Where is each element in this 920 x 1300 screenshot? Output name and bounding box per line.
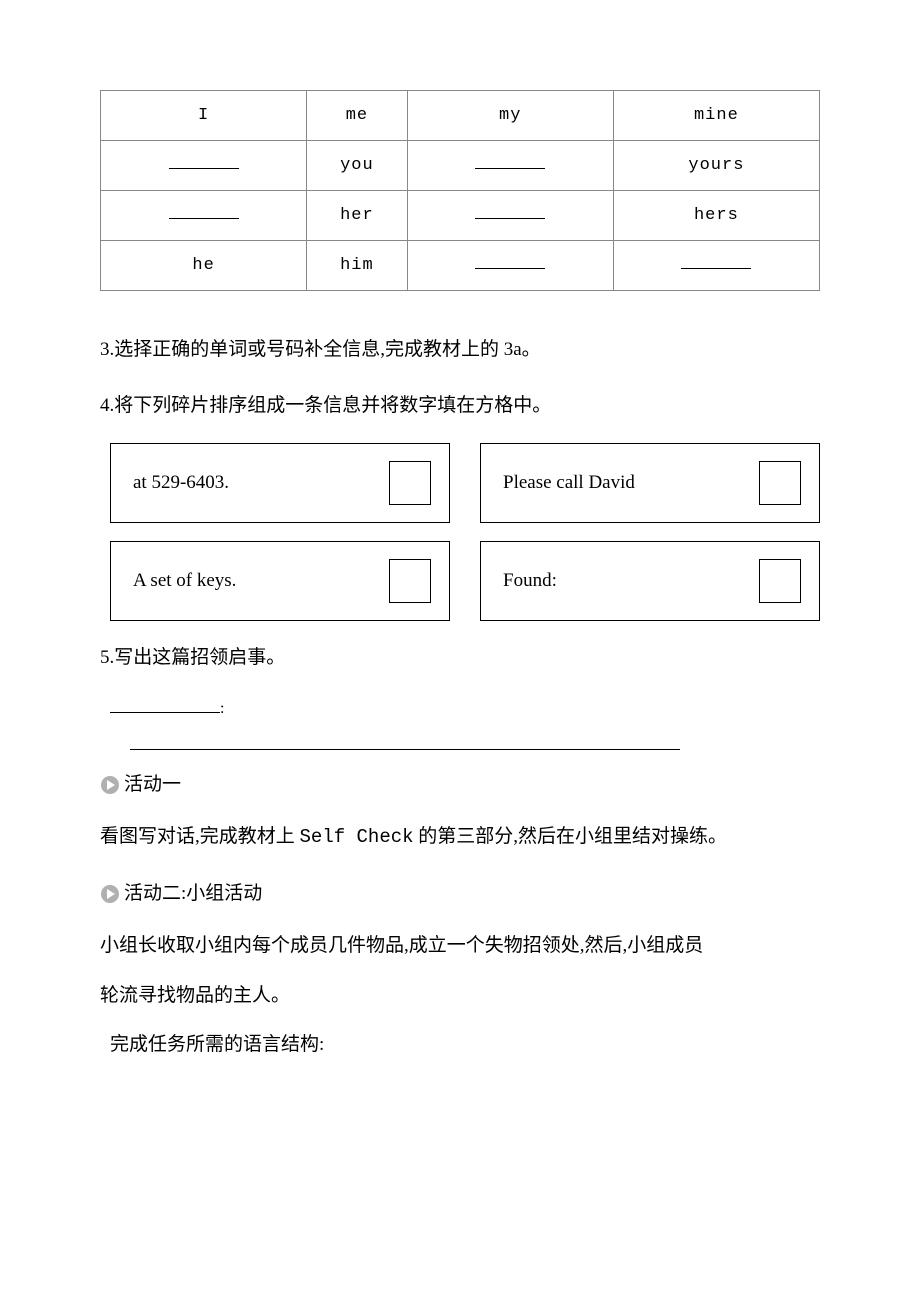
table-cell: he (101, 241, 307, 291)
card-2-text: Please call David (503, 468, 635, 498)
table-cell: yours (613, 141, 819, 191)
act2-line1: 小组长收取小组内每个成员几件物品,成立一个失物招领处,然后,小组成员 (100, 935, 703, 956)
card-1-box[interactable] (389, 461, 431, 505)
table-cell: you (307, 141, 407, 191)
blank-field[interactable] (169, 155, 239, 169)
item-3: 3.选择正确的单词或号码补全信息,完成教材上的 3a。 (100, 331, 820, 369)
pronoun-table: Imemymineyouyoursherhershehim (100, 90, 820, 291)
table-row: her hers (101, 191, 820, 241)
table-cell (407, 141, 613, 191)
task-lang: 完成任务所需的语言结构: (110, 1022, 820, 1068)
play-circle-icon (100, 775, 120, 795)
table-cell: hers (613, 191, 819, 241)
write-colon: : (220, 700, 224, 717)
table-row: Imemymine (101, 91, 820, 141)
card-4-text: Found: (503, 566, 557, 596)
table-cell (407, 241, 613, 291)
table-cell (101, 141, 307, 191)
act2-line2: 轮流寻找物品的主人。 (100, 985, 290, 1006)
table-row: hehim (101, 241, 820, 291)
card-2: Please call David (480, 443, 820, 523)
card-1-text: at 529-6403. (133, 468, 229, 498)
activity-1-body: 看图写对话,完成教材上 Self Check 的第三部分,然后在小组里结对操练。 (100, 814, 820, 861)
fragment-cards: at 529-6403. Please call David A set of … (110, 443, 820, 621)
item-4: 4.将下列碎片排序组成一条信息并将数字填在方格中。 (100, 387, 820, 425)
table-cell: mine (613, 91, 819, 141)
blank-field[interactable] (475, 205, 545, 219)
activity-2-body-2: 轮流寻找物品的主人。 (100, 973, 820, 1019)
blank-field[interactable] (681, 255, 751, 269)
table-cell: my (407, 91, 613, 141)
blank-field[interactable] (475, 255, 545, 269)
item-5-text: 5.写出这篇招领启事。 (100, 647, 285, 668)
card-3: A set of keys. (110, 541, 450, 621)
activity-2-body-1: 小组长收取小组内每个成员几件物品,成立一个失物招领处,然后,小组成员 (100, 923, 820, 969)
table-cell (101, 191, 307, 241)
item-3-text: 3.选择正确的单词或号码补全信息,完成教材上的 3a。 (100, 339, 541, 360)
activity-1-label: 活动一 (124, 770, 181, 800)
write-blank-1[interactable] (110, 695, 220, 713)
table-row: you yours (101, 141, 820, 191)
activity-1-heading: 活动一 (100, 770, 820, 800)
blank-field[interactable] (475, 155, 545, 169)
table-cell (613, 241, 819, 291)
write-area: : (110, 695, 820, 750)
card-1: at 529-6403. (110, 443, 450, 523)
activity-2-label: 活动二:小组活动 (124, 879, 262, 909)
blank-field[interactable] (169, 205, 239, 219)
table-cell: I (101, 91, 307, 141)
item-5: 5.写出这篇招领启事。 (100, 639, 820, 677)
card-2-box[interactable] (759, 461, 801, 505)
play-circle-icon (100, 884, 120, 904)
card-4: Found: (480, 541, 820, 621)
act1-text-c: 的第三部分,然后在小组里结对操练。 (414, 826, 728, 847)
table-cell: him (307, 241, 407, 291)
table-cell: me (307, 91, 407, 141)
item-4-text: 4.将下列碎片排序组成一条信息并将数字填在方格中。 (100, 395, 551, 416)
card-3-box[interactable] (389, 559, 431, 603)
write-blank-2[interactable] (130, 728, 680, 750)
task-lang-text: 完成任务所需的语言结构: (110, 1034, 324, 1055)
card-3-text: A set of keys. (133, 566, 236, 596)
table-cell (407, 191, 613, 241)
act1-text-b: Self Check (300, 826, 414, 848)
card-4-box[interactable] (759, 559, 801, 603)
table-cell: her (307, 191, 407, 241)
activity-2-heading: 活动二:小组活动 (100, 879, 820, 909)
act1-text-a: 看图写对话,完成教材上 (100, 826, 300, 847)
